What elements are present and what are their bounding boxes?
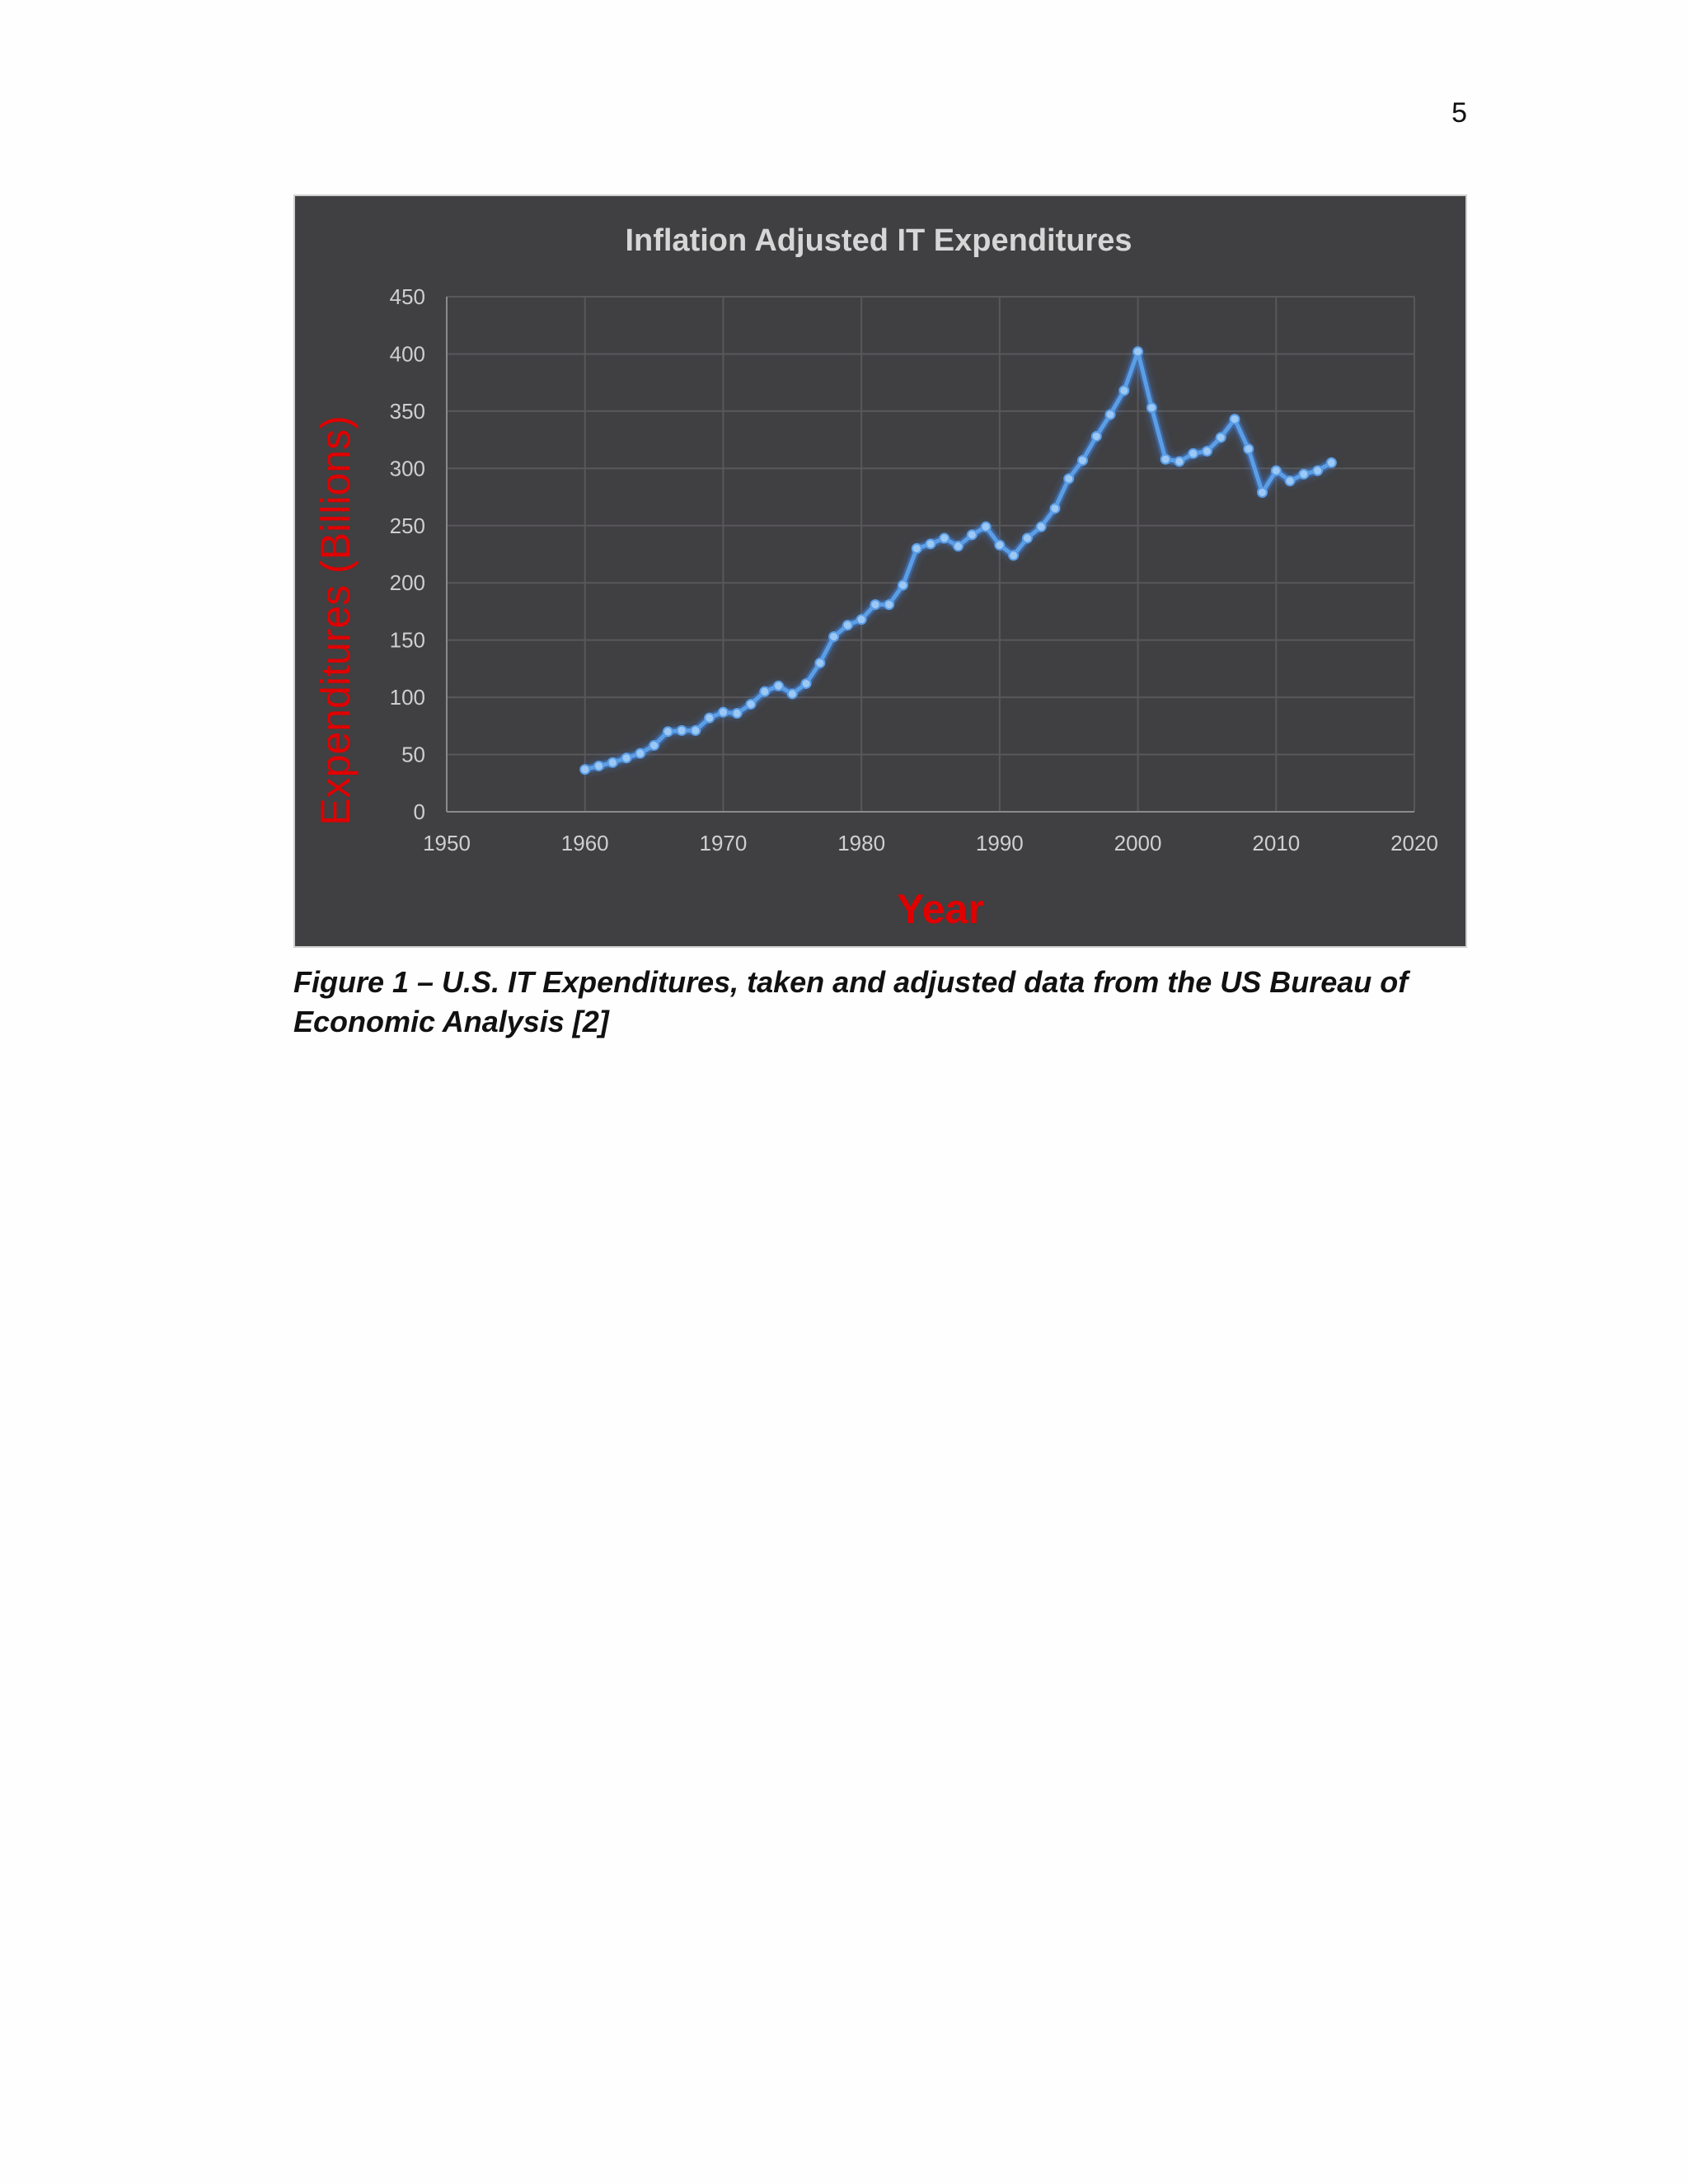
data-point [1312, 465, 1324, 476]
data-point [676, 724, 687, 736]
data-point [1021, 532, 1033, 544]
data-point [856, 614, 867, 626]
grid [446, 296, 1415, 813]
data-point [842, 620, 853, 631]
data-point [759, 686, 771, 697]
data-point [828, 631, 840, 642]
data-point [1270, 465, 1282, 476]
data-point [1298, 468, 1310, 480]
x-tick-label: 1970 [700, 831, 748, 855]
data-point [786, 688, 798, 700]
data-point [800, 677, 812, 689]
data-point [1243, 443, 1254, 455]
axes [446, 297, 1414, 813]
chart-container: Inflation Adjusted IT Expenditures 0 50 10… [293, 194, 1467, 948]
data-point [607, 757, 618, 768]
data-point [662, 726, 673, 738]
y-tick-label: 350 [390, 399, 425, 424]
data-point [939, 532, 950, 544]
data-point [953, 541, 964, 552]
y-tick-labels: 0 50 100 150 200 250 300 350 400 450 [390, 284, 425, 824]
data-point [593, 760, 604, 771]
data-point [911, 543, 922, 555]
y-tick-label: 200 [390, 570, 425, 595]
data-point [717, 706, 729, 718]
data-point [1063, 473, 1075, 485]
data-point [897, 579, 908, 591]
x-tick-labels: 1950 1960 1970 1980 1990 2000 2010 2020 [423, 831, 1438, 855]
y-tick-label: 150 [390, 628, 425, 653]
x-tick-label: 1990 [976, 831, 1024, 855]
data-point [870, 599, 881, 611]
data-point [1325, 457, 1337, 468]
series-line [584, 349, 1333, 772]
line-chart: Inflation Adjusted IT Expenditures 0 50 10… [312, 223, 1438, 932]
data-point [1090, 430, 1102, 442]
series-expenditures [579, 346, 1337, 776]
x-tick-label: 2010 [1252, 831, 1300, 855]
data-point [1215, 432, 1226, 443]
data-point [704, 712, 715, 724]
data-point [925, 538, 936, 550]
data-point [814, 657, 826, 668]
y-tick-label: 50 [401, 743, 425, 767]
y-tick-label: 400 [390, 341, 425, 366]
data-point [1104, 409, 1116, 420]
chart-title: Inflation Adjusted IT Expenditures [625, 223, 1132, 258]
series-line-glow [584, 347, 1334, 774]
data-point [1035, 521, 1047, 532]
data-point [649, 739, 660, 751]
x-tick-label: 2020 [1390, 831, 1438, 855]
data-point [966, 529, 978, 541]
data-point [884, 599, 895, 611]
data-point [1132, 346, 1144, 358]
data-point [1008, 550, 1020, 561]
figure-caption: Figure 1 – U.S. IT Expenditures, taken a… [293, 965, 1409, 1038]
y-tick-label: 250 [390, 513, 425, 538]
data-point [1146, 402, 1157, 414]
data-point [1257, 487, 1268, 498]
x-axis-label: Year [897, 886, 984, 932]
y-tick-label: 450 [390, 284, 425, 309]
data-point [1160, 453, 1171, 465]
data-point [1076, 455, 1088, 466]
y-tick-label: 300 [390, 456, 425, 480]
data-point [1174, 456, 1185, 467]
x-tick-label: 1960 [561, 831, 609, 855]
data-point [579, 764, 591, 776]
data-point [635, 748, 646, 759]
data-point [1201, 446, 1212, 457]
y-axis-label: Expenditures (Billions) [312, 415, 359, 825]
x-tick-label: 2000 [1114, 831, 1162, 855]
data-point [690, 724, 701, 736]
x-tick-label: 1950 [423, 831, 471, 855]
x-tick-label: 1980 [837, 831, 885, 855]
data-point [1049, 503, 1061, 514]
y-tick-label: 100 [390, 685, 425, 710]
data-point [1118, 385, 1130, 396]
data-point [994, 539, 1006, 551]
data-point [621, 752, 632, 764]
y-tick-label: 0 [414, 799, 425, 824]
data-point [1229, 414, 1240, 425]
page-number: 5 [1451, 97, 1467, 129]
data-point [745, 698, 757, 710]
data-point [1284, 476, 1296, 487]
data-point [773, 680, 785, 691]
data-point [1188, 448, 1199, 459]
data-point [980, 521, 992, 532]
data-point [731, 708, 743, 719]
